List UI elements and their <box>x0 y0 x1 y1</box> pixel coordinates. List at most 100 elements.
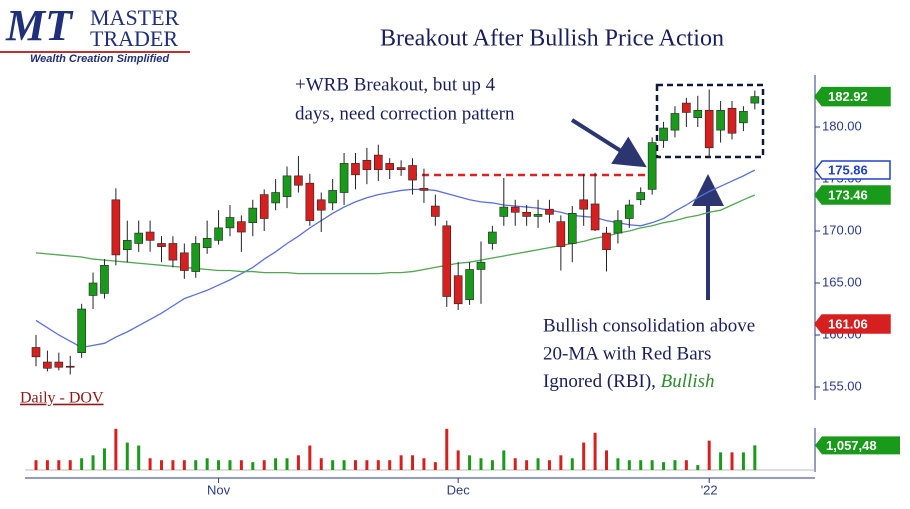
logo-name: MASTER <box>90 5 180 30</box>
volume-bar <box>719 452 723 470</box>
volume-bar <box>353 460 357 470</box>
volume-tag <box>815 436 900 455</box>
candle-body <box>716 110 725 131</box>
volume-bar <box>559 455 563 470</box>
candle-body <box>682 102 691 113</box>
volume-bar <box>536 458 540 470</box>
candle-body <box>43 361 52 369</box>
volume-bar <box>57 460 61 470</box>
volume-bar <box>228 460 232 470</box>
candle-body <box>499 206 509 217</box>
candle-body <box>396 167 406 170</box>
volume-bar <box>319 458 323 470</box>
volume-bar <box>274 458 278 470</box>
candle-body <box>316 199 326 211</box>
candle-body <box>328 190 337 204</box>
candle-body <box>704 110 714 149</box>
candle-body <box>122 240 132 251</box>
candle-body <box>362 159 372 170</box>
candle-body <box>237 221 246 233</box>
volume-bar <box>388 460 392 470</box>
candle-body <box>419 188 429 191</box>
volume-bar <box>251 462 255 470</box>
volume-bar <box>730 452 734 470</box>
price-tag <box>814 185 891 205</box>
volume-bar <box>365 460 369 470</box>
volume-bar <box>102 448 106 470</box>
volume-bar <box>650 460 654 470</box>
volume-bar <box>753 445 757 470</box>
candle-body <box>168 243 178 261</box>
volume-bar <box>331 460 335 470</box>
volume-bar <box>445 428 449 470</box>
candle-body <box>727 107 737 134</box>
volume-bar <box>148 458 152 470</box>
volume-bar <box>205 458 209 470</box>
candle-body <box>533 214 543 217</box>
candle-body <box>408 165 417 181</box>
candle-body <box>476 261 486 270</box>
candle-body <box>111 199 121 256</box>
volume-bar <box>34 460 38 470</box>
candle-body <box>625 204 634 219</box>
x-tick-label: '22 <box>701 482 718 497</box>
candle-body <box>590 203 600 231</box>
volume-bar <box>468 455 472 470</box>
candle-body <box>202 237 212 248</box>
volume-bar <box>182 460 186 470</box>
volume-bar <box>342 460 346 470</box>
volume-bar <box>194 460 198 470</box>
candle-body <box>294 175 303 186</box>
volume-bar <box>684 460 688 470</box>
logo-mark: MT <box>5 1 74 50</box>
candle-body <box>339 163 349 193</box>
y-tick-label: 155.00 <box>822 378 862 393</box>
volume-bar <box>547 460 551 470</box>
candle-body <box>465 269 474 300</box>
annotation-emphasis: Bullish <box>661 371 715 392</box>
y-tick-label: 165.00 <box>822 274 862 289</box>
volume-bar <box>114 428 118 470</box>
candle-body <box>271 192 280 204</box>
annotation: days, need correction pattern <box>295 103 515 124</box>
price-tag <box>814 160 891 180</box>
candle-body <box>54 361 64 368</box>
volume-tag-label: 1,057,48 <box>826 438 877 453</box>
volume-bar <box>582 442 586 470</box>
candle-body <box>579 199 588 210</box>
volume-bar <box>171 460 175 470</box>
candle-body <box>248 207 258 223</box>
candle-body <box>750 96 760 104</box>
candle-body <box>305 182 315 221</box>
volume-bar <box>513 458 517 470</box>
x-tick-label: Dec <box>447 482 471 497</box>
candle-body <box>65 365 75 368</box>
x-tick-label: Nov <box>207 482 231 497</box>
volume-bar <box>399 455 403 470</box>
logo-tagline: Wealth Creation Simplified <box>30 53 169 65</box>
volume-bar <box>125 442 129 470</box>
candle-body <box>431 205 440 217</box>
volume-bar <box>627 460 631 470</box>
logo-name: TRADER <box>90 26 178 51</box>
volume-bar <box>285 458 289 470</box>
candle-body <box>636 192 646 201</box>
candle-body <box>602 232 611 251</box>
candle-body <box>180 252 189 271</box>
volume-bar <box>616 458 620 470</box>
volume-bar <box>80 458 84 470</box>
y-tick-label: 170.00 <box>822 222 862 237</box>
candle-body <box>510 206 520 213</box>
volume-bar <box>741 452 745 470</box>
candle-body <box>191 243 201 272</box>
annotation: Ignored (RBI), Bullish <box>543 371 715 392</box>
volume-bar <box>490 460 494 470</box>
price-tag-label: 161.06 <box>828 316 868 331</box>
moving-average <box>35 169 756 349</box>
volume-bar <box>570 458 574 470</box>
volume-bar <box>502 450 506 470</box>
annotation: 20-MA with Red Bars <box>543 343 711 364</box>
candle-body <box>647 142 657 190</box>
candle-body <box>351 163 360 176</box>
